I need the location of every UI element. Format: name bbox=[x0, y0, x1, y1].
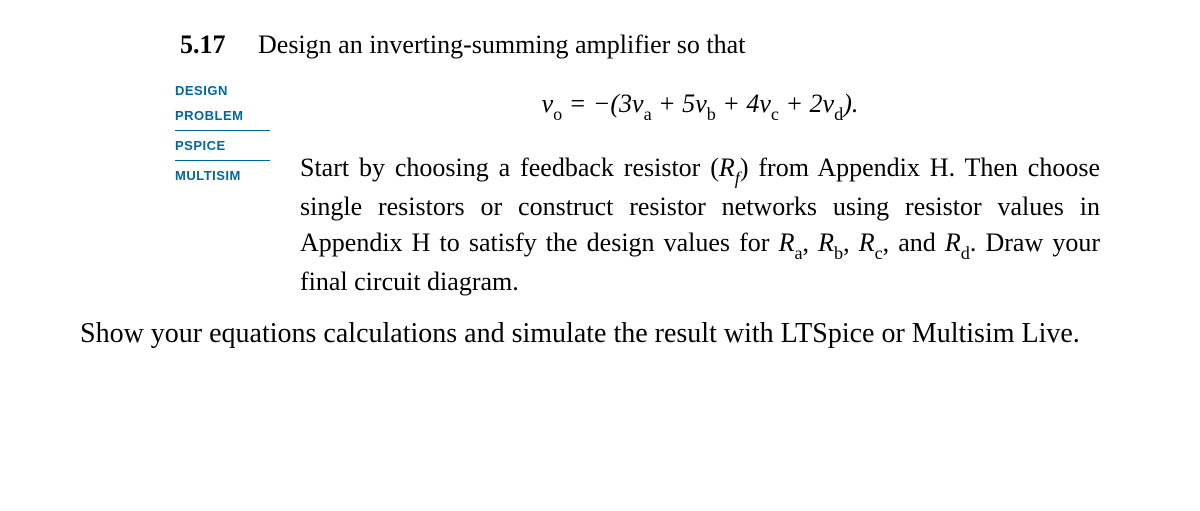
eq-equals: = bbox=[562, 89, 593, 118]
problem-number: 5.17 bbox=[180, 30, 240, 60]
eq-vb-s: b bbox=[707, 104, 716, 124]
badge-multisim: MULTISIM bbox=[175, 163, 270, 188]
main-area: DESIGN PROBLEM PSPICE MULTISIM vo = −(3v… bbox=[180, 78, 1100, 300]
badge-design: DESIGN bbox=[175, 78, 270, 103]
body-c3: , and bbox=[883, 228, 945, 257]
eq-vo-v: v bbox=[542, 89, 554, 118]
badge-design-problem: DESIGN PROBLEM bbox=[175, 78, 270, 131]
body-c2: , bbox=[843, 228, 859, 257]
equation: vo = −(3va + 5vb + 4vc + 2vd). bbox=[300, 86, 1100, 126]
eq-vo-sub: o bbox=[553, 104, 562, 124]
body-rd-s: d bbox=[961, 243, 970, 263]
problem-title: Design an inverting-summing amplifier so… bbox=[258, 30, 745, 60]
body-rc-r: R bbox=[859, 228, 875, 257]
body-c1: , bbox=[803, 228, 819, 257]
body-rf-s: f bbox=[735, 168, 740, 188]
eq-vc-s: c bbox=[771, 104, 779, 124]
footer-instruction: Show your equations calculations and sim… bbox=[80, 314, 1100, 353]
badge-pspice: PSPICE bbox=[175, 133, 270, 158]
eq-vd-v: v bbox=[823, 89, 835, 118]
body-rc-s: c bbox=[875, 243, 883, 263]
badge-pspice-group: PSPICE bbox=[175, 133, 270, 161]
content-area: vo = −(3va + 5vb + 4vc + 2vd). Start by … bbox=[300, 78, 1100, 300]
eq-close: ). bbox=[843, 89, 858, 118]
eq-neg: −(3 bbox=[593, 89, 632, 118]
body-rd-r: R bbox=[945, 228, 961, 257]
body-rb-s: b bbox=[834, 243, 843, 263]
body-paragraph: Start by choosing a feedback resistor (R… bbox=[300, 150, 1100, 300]
eq-va-v: v bbox=[632, 89, 644, 118]
eq-vb-v: v bbox=[695, 89, 707, 118]
badge-problem: PROBLEM bbox=[175, 103, 270, 128]
problem-header: 5.17 Design an inverting-summing amplifi… bbox=[180, 30, 1100, 60]
badge-multisim-group: MULTISIM bbox=[175, 163, 270, 190]
eq-vc-v: v bbox=[759, 89, 771, 118]
eq-plus3: + 2 bbox=[779, 89, 823, 118]
body-rf-r: R bbox=[719, 153, 735, 182]
body-p1a: Start by choosing a feedback resistor ( bbox=[300, 153, 719, 182]
body-ra-s: a bbox=[794, 243, 802, 263]
badge-column: DESIGN PROBLEM PSPICE MULTISIM bbox=[175, 78, 270, 192]
body-ra-r: R bbox=[779, 228, 795, 257]
eq-va-s: a bbox=[644, 104, 652, 124]
body-rb-r: R bbox=[818, 228, 834, 257]
eq-vd-s: d bbox=[834, 104, 843, 124]
eq-plus1: + 5 bbox=[652, 89, 696, 118]
eq-plus2: + 4 bbox=[716, 89, 760, 118]
